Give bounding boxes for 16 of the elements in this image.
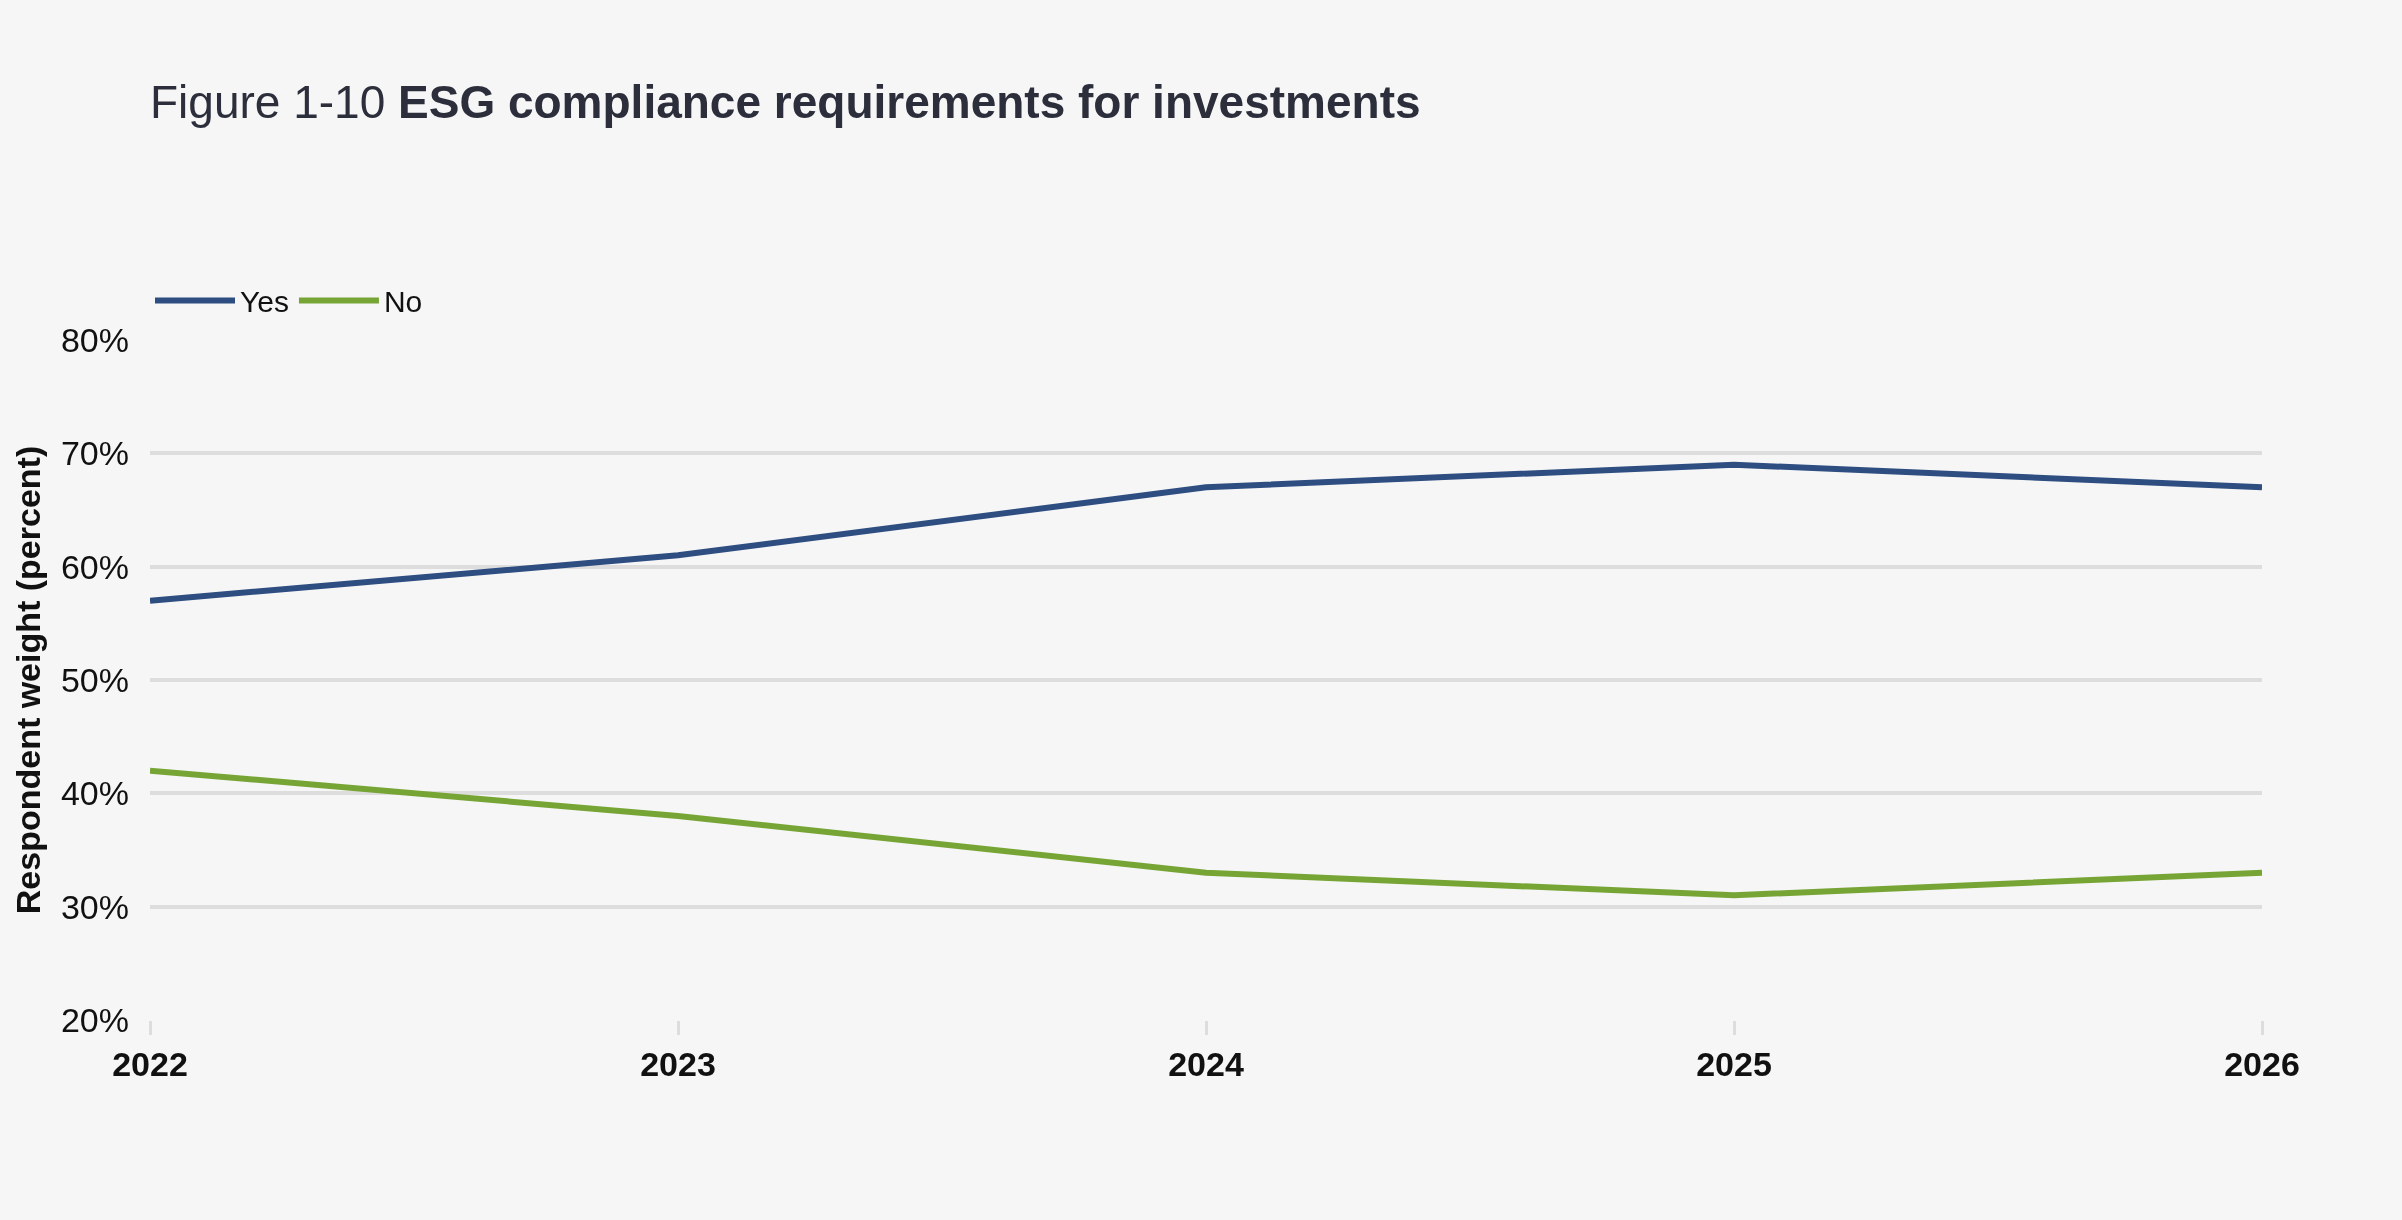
x-tick-label: 2026 [2224, 1044, 2300, 1083]
y-tick-label: 70% [60, 434, 129, 473]
x-tick-label: 2023 [640, 1044, 716, 1083]
legend-label: No [383, 285, 423, 319]
y-axis-title: Respondent weight (percent) [8, 445, 47, 915]
y-tick-label: 60% [60, 547, 129, 586]
x-tick-label: 2025 [1696, 1044, 1772, 1083]
x-tick-label: 2022 [112, 1044, 188, 1083]
y-tick-label: 80% [60, 320, 129, 359]
x-tick-label: 2024 [1168, 1044, 1244, 1083]
y-tick-label: 40% [60, 774, 129, 813]
chart-title: Figure 1-10 ESG compliance requirements for investments [150, 75, 1421, 128]
y-tick-label: 20% [60, 1000, 129, 1039]
y-tick-label: 50% [60, 660, 129, 699]
y-tick-label: 30% [60, 887, 129, 926]
legend-label: Yes [240, 285, 289, 319]
